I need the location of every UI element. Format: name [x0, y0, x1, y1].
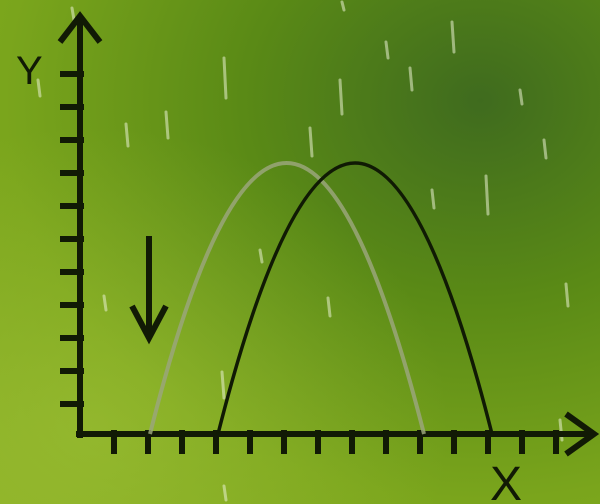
rain-streak	[542, 138, 548, 160]
rain-streak	[450, 20, 456, 54]
x-axis-label: X	[490, 458, 522, 504]
rain-streak	[564, 282, 570, 308]
rain-streak	[326, 296, 332, 318]
x-axis-ticks	[111, 430, 559, 454]
rain-streak	[338, 78, 344, 116]
rain-streak	[124, 122, 130, 148]
rain-streak	[408, 66, 414, 92]
rain-streak	[484, 174, 490, 216]
down-arrow-icon	[129, 236, 169, 345]
rain-streak	[222, 484, 228, 502]
dark-trajectory-curve	[216, 161, 494, 435]
y-axis-arrowhead	[57, 11, 103, 44]
rain-streak	[518, 88, 524, 106]
rain-streak	[36, 78, 42, 98]
rain-streak	[340, 0, 346, 12]
rain-streak	[258, 248, 264, 264]
rain-streak	[70, 6, 76, 22]
rain-streak	[164, 110, 170, 140]
rain-streak	[102, 294, 108, 312]
rain-streaks	[36, 0, 570, 502]
rain-streak	[308, 126, 314, 158]
rain-streak	[222, 56, 228, 100]
faded-trajectory-curve	[148, 161, 426, 435]
rain-streak	[430, 188, 436, 210]
y-axis-label: Y	[16, 49, 43, 93]
rain-streak	[384, 40, 390, 60]
rain-streak	[220, 370, 226, 400]
y-axis-ticks	[60, 71, 84, 407]
x-axis-arrowhead	[564, 411, 600, 457]
